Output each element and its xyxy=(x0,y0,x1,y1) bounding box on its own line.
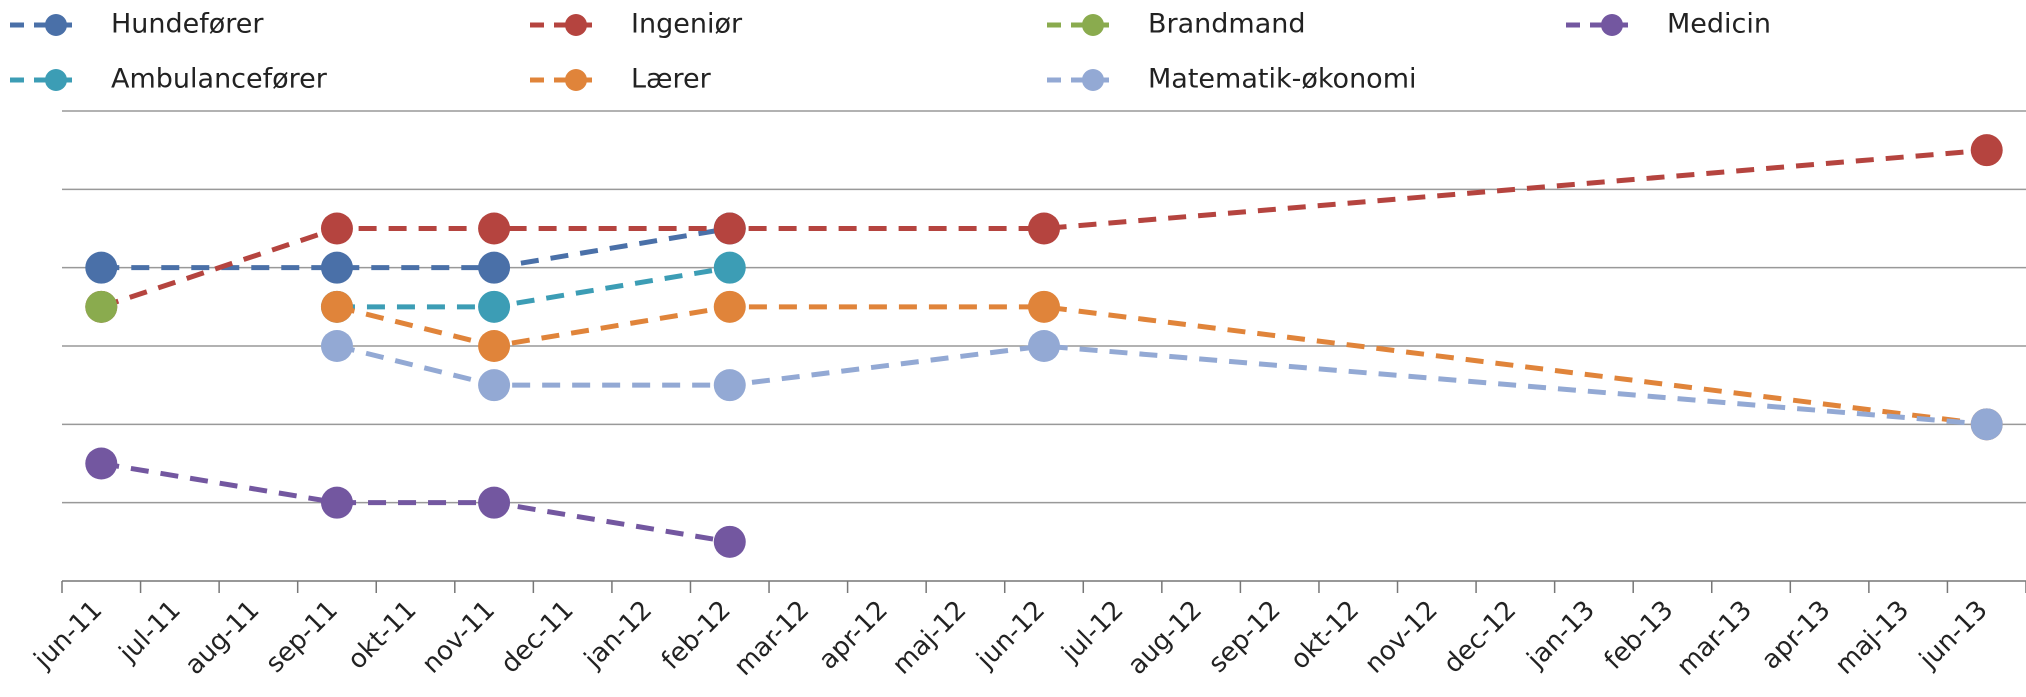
legend-marker xyxy=(1601,14,1623,36)
x-tick-label: aug-11 xyxy=(180,595,266,681)
x-tick-label: jan-13 xyxy=(1521,595,1601,675)
data-point xyxy=(85,447,118,480)
data-point xyxy=(85,290,118,323)
data-point xyxy=(478,369,511,402)
series-line xyxy=(336,304,1988,427)
x-tick-label: sep-11 xyxy=(260,595,344,679)
data-point xyxy=(320,290,353,323)
data-point xyxy=(1028,290,1060,323)
legend-marker xyxy=(1082,69,1104,91)
legend-label: Ambulancefører xyxy=(111,64,328,95)
data-point xyxy=(1028,212,1060,245)
data-point xyxy=(713,525,746,558)
x-tick-label: apr-13 xyxy=(1756,595,1837,676)
x-tick-label: okt-12 xyxy=(1285,595,1365,675)
x-tick-label: jan-12 xyxy=(578,595,658,675)
series-line xyxy=(101,226,731,271)
x-tick-label: nov-12 xyxy=(1359,595,1444,680)
legend-marker xyxy=(45,69,67,91)
data-point xyxy=(478,251,511,284)
x-tick-label: jul-12 xyxy=(1056,595,1130,669)
data-point xyxy=(713,369,746,402)
legend-label: Matematik-økonomi xyxy=(1148,64,1417,95)
legend-label: Brandmand xyxy=(1148,9,1306,40)
series-line xyxy=(100,147,1987,310)
x-tick-label: dec-12 xyxy=(1438,595,1522,679)
x-tick-label: sep-12 xyxy=(1203,595,1287,679)
legend-marker xyxy=(565,14,587,36)
x-tick-label: jun-12 xyxy=(971,595,1051,675)
data-point xyxy=(85,251,118,284)
legend-label: Medicin xyxy=(1667,9,1771,40)
data-point xyxy=(320,330,353,362)
legend-label: Ingeniør xyxy=(631,9,743,40)
legend-marker xyxy=(45,14,67,36)
data-point xyxy=(713,290,746,323)
x-tick-label: nov-11 xyxy=(417,595,502,680)
legend-label: Hundefører xyxy=(111,9,264,40)
x-tick-label: mar-13 xyxy=(1671,595,1758,682)
data-point xyxy=(320,212,353,245)
x-tick-label: maj-13 xyxy=(1830,595,1916,681)
x-tick-label: jun-13 xyxy=(1913,595,1993,675)
x-tick-label: jun-11 xyxy=(28,595,108,675)
data-point xyxy=(1970,134,2003,167)
data-point xyxy=(478,290,511,323)
x-tick-label: okt-11 xyxy=(342,595,422,675)
data-point xyxy=(1028,330,1060,362)
x-tick-label: dec-11 xyxy=(495,595,579,679)
data-point xyxy=(478,212,511,245)
x-tick-label: feb-13 xyxy=(1599,595,1680,676)
data-point xyxy=(478,330,511,362)
legend-label: Lærer xyxy=(631,64,712,95)
series-line xyxy=(336,265,731,310)
data-point xyxy=(713,212,746,245)
x-tick-label: feb-12 xyxy=(656,595,737,676)
series-line xyxy=(100,461,731,545)
x-tick-label: mar-12 xyxy=(728,595,815,682)
data-point xyxy=(713,251,746,284)
data-point xyxy=(320,486,353,519)
legend-marker xyxy=(1082,14,1104,36)
legend-marker xyxy=(565,69,587,91)
data-point xyxy=(478,486,511,519)
data-point xyxy=(320,251,353,284)
x-tick-label: jul-11 xyxy=(113,595,187,669)
x-tick-label: maj-12 xyxy=(887,595,973,681)
x-tick-label: aug-12 xyxy=(1122,595,1208,681)
x-tick-label: apr-12 xyxy=(813,595,894,676)
data-point xyxy=(1970,408,2003,441)
series-line xyxy=(336,343,1987,427)
